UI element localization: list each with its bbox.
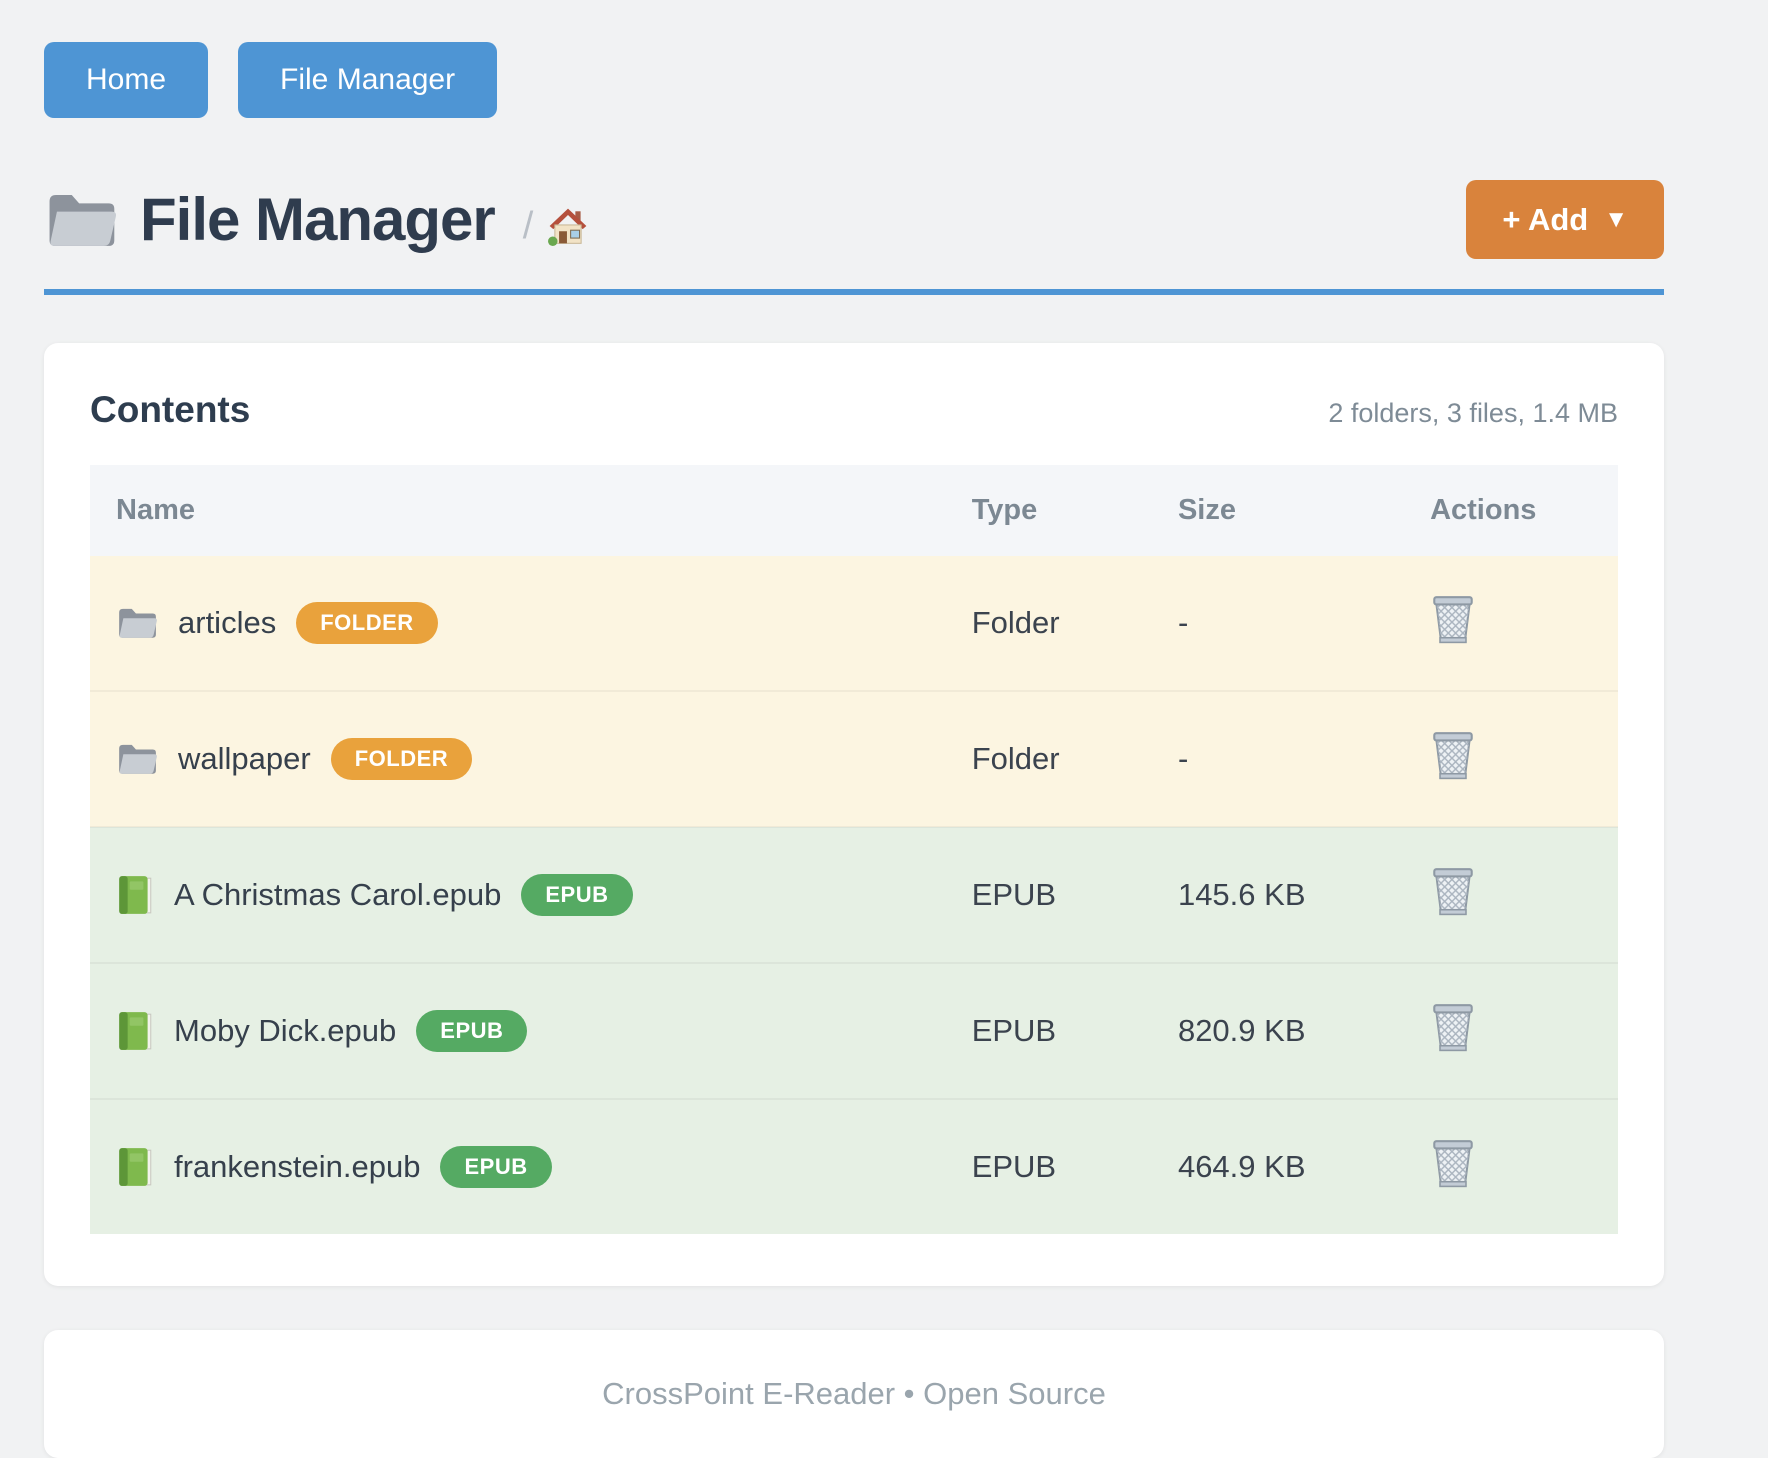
type-cell: Folder — [971, 605, 1060, 640]
caret-down-icon: ▼ — [1604, 205, 1628, 233]
type-cell: EPUB — [945, 1098, 1152, 1234]
header-divider — [44, 289, 1664, 295]
trash-icon — [1433, 732, 1473, 780]
epub-badge: EPUB — [440, 1146, 552, 1188]
book-icon — [119, 1148, 152, 1186]
file-name-link[interactable]: Moby Dick.epub — [174, 1013, 397, 1048]
file-name-link[interactable]: A Christmas Carol.epub — [174, 877, 502, 912]
title-group: File Manager / — [44, 185, 589, 254]
folder-name-link[interactable]: wallpaper — [178, 741, 311, 776]
book-icon — [119, 876, 152, 914]
trash-icon — [1433, 596, 1473, 644]
column-header-name: Name — [90, 465, 946, 556]
add-button[interactable]: + Add ▼ — [1466, 180, 1664, 259]
trash-icon — [1433, 868, 1473, 916]
delete-button[interactable] — [1430, 1137, 1476, 1189]
type-cell: Folder — [945, 690, 1152, 827]
epub-badge: EPUB — [416, 1010, 528, 1052]
table-row-christmas-carol: A Christmas Carol.epub EPUB EPUB 145.6 K… — [90, 826, 1618, 963]
nav-file-manager-button[interactable]: File Manager — [238, 42, 498, 118]
nav-home-button[interactable]: Home — [44, 42, 209, 118]
delete-button[interactable] — [1430, 593, 1476, 645]
file-name-link[interactable]: frankenstein.epub — [174, 1149, 421, 1184]
table-row-moby-dick: Moby Dick.epub EPUB EPUB 820.9 KB — [90, 962, 1618, 1099]
file-table: Name Type Size Actions articles — [90, 465, 1618, 1234]
type-cell: EPUB — [945, 962, 1152, 1099]
size-cell: 464.9 KB — [1151, 1098, 1405, 1234]
page-header: File Manager / + Add ▼ — [44, 180, 1664, 259]
trash-icon — [1433, 1004, 1473, 1052]
folder-icon — [49, 194, 117, 246]
home-icon[interactable] — [547, 205, 589, 247]
delete-button[interactable] — [1430, 865, 1476, 917]
delete-button[interactable] — [1430, 729, 1476, 781]
table-row-wallpaper: wallpaper FOLDER Folder - — [90, 690, 1618, 827]
column-header-size: Size — [1151, 465, 1405, 556]
folder-name-link[interactable]: articles — [178, 605, 277, 640]
folder-badge: FOLDER — [330, 738, 473, 780]
size-cell: 145.6 KB — [1151, 826, 1405, 963]
size-cell: 820.9 KB — [1151, 962, 1405, 1099]
page: Home File Manager File Manager / + Add ▼ — [44, 0, 1664, 1458]
table-header-row: Name Type Size Actions — [90, 465, 1618, 556]
delete-button[interactable] — [1430, 1001, 1476, 1053]
contents-card-header: Contents 2 folders, 3 files, 1.4 MB — [90, 389, 1618, 431]
folder-icon — [119, 744, 157, 774]
column-header-type: Type — [945, 465, 1152, 556]
size-cell: - — [1151, 690, 1405, 827]
contents-heading: Contents — [90, 389, 251, 430]
top-nav: Home File Manager — [44, 0, 1664, 118]
epub-badge: EPUB — [521, 874, 633, 916]
table-row-articles: articles FOLDER Folder - — [90, 556, 1618, 691]
contents-card: Contents 2 folders, 3 files, 1.4 MB Name… — [44, 343, 1664, 1286]
table-row-frankenstein: frankenstein.epub EPUB EPUB 464.9 KB — [90, 1098, 1618, 1234]
trash-icon — [1433, 1140, 1473, 1188]
folder-icon — [119, 608, 157, 638]
breadcrumb-separator: / — [522, 205, 534, 247]
contents-summary: 2 folders, 3 files, 1.4 MB — [1328, 398, 1618, 428]
footer-card: CrossPoint E-Reader • Open Source — [44, 1330, 1664, 1458]
size-cell: - — [1177, 605, 1189, 640]
book-icon — [119, 1012, 152, 1050]
type-cell: EPUB — [945, 826, 1152, 963]
page-title: File Manager — [140, 186, 496, 253]
folder-badge: FOLDER — [296, 602, 438, 644]
footer-text: CrossPoint E-Reader • Open Source — [602, 1376, 1106, 1411]
add-button-label: + Add — [1502, 202, 1589, 237]
column-header-actions: Actions — [1404, 465, 1618, 556]
